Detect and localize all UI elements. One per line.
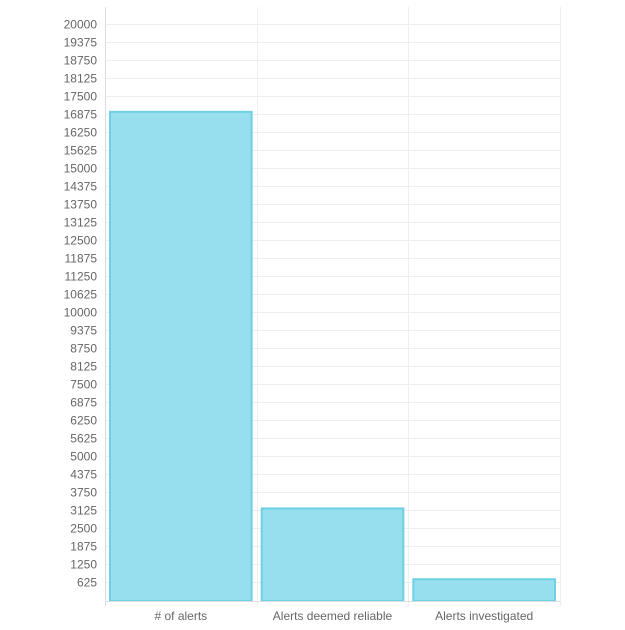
y-tick-label: 16250 [64,126,98,140]
y-tick-label: 12500 [64,234,98,248]
y-tick-label: 11250 [65,270,98,284]
y-tick-label: 20000 [64,18,98,32]
y-tick-label: 2500 [70,522,97,536]
y-tick-label: 8750 [70,342,97,356]
axes [105,7,560,606]
y-tick-label: 5625 [70,432,97,446]
x-tick-label: Alerts deemed reliable [273,609,393,623]
y-tick-label: 5000 [70,450,97,464]
y-tick-label: 13750 [64,198,98,212]
x-tick-label: Alerts investigated [435,609,533,623]
y-tick-label: 1250 [70,558,97,572]
y-tick-label: 1875 [70,540,97,554]
bar-alerts-deemed-reliable [260,507,405,602]
y-tick-label: 18750 [64,54,98,68]
bars [109,110,557,602]
y-tick-label: 625 [77,576,97,590]
y-tick-label: 15625 [64,144,98,158]
y-tick-label: 16875 [64,108,98,122]
y-tick-label: 10000 [64,306,98,320]
y-tick-label: 3750 [70,486,97,500]
bar-alerts-investigated [412,578,557,602]
x-tick-label: # of alerts [154,609,207,623]
y-tick-label: 7500 [70,378,97,392]
x-axis-tick-labels: # of alerts Alerts deemed reliable Alerts … [154,609,533,623]
y-tick-label: 13125 [64,216,98,230]
bar-of-alerts [109,110,253,602]
y-tick-label: 8125 [70,360,97,374]
y-tick-label: 15000 [64,162,98,176]
y-tick-label: 18125 [64,72,98,86]
y-tick-label: 6250 [70,414,97,428]
y-tick-label: 3125 [70,504,97,518]
y-tick-label: 9375 [70,324,97,338]
y-tick-label: 4375 [70,468,97,482]
y-tick-label: 6875 [70,396,97,410]
y-tick-label: 19375 [64,36,98,50]
y-axis-tick-labels: 625 1250 1875 2500 3125 3750 4375 5000 5625 6250 6… [64,18,98,590]
y-tick-label: 14375 [64,180,98,194]
y-tick-label: 11875 [65,252,98,266]
y-tick-label: 17500 [64,90,98,104]
y-tick-label: 10625 [64,288,98,302]
